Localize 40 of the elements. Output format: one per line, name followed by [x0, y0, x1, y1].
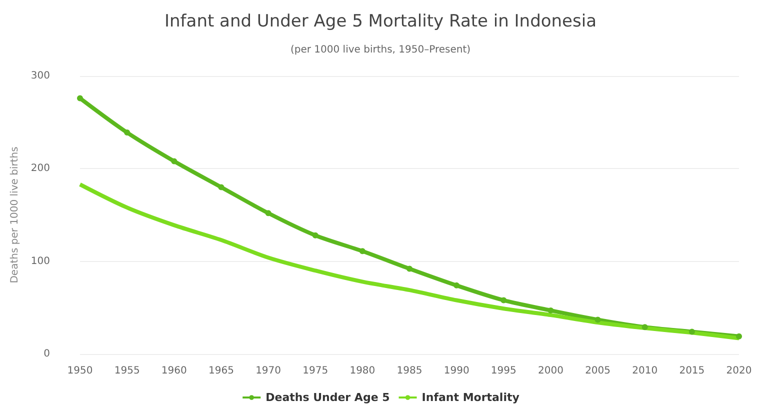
y-tick-label: 300 [30, 70, 50, 82]
legend-label: Infant Mortality [422, 391, 520, 404]
x-tick-label: 1985 [396, 366, 422, 376]
point [171, 158, 178, 164]
legend-label: Deaths Under Age 5 [266, 391, 390, 404]
point [642, 324, 648, 330]
x-tick-label: 1965 [208, 366, 234, 376]
point [406, 266, 412, 272]
x-tick-label: 2020 [726, 366, 752, 376]
y-tick-label: 0 [44, 348, 50, 360]
chart-title: Infant and Under Age 5 Mortality Rate in Indonesia [164, 12, 596, 32]
point [736, 333, 742, 340]
point [265, 210, 272, 216]
point [500, 297, 507, 304]
point [548, 307, 554, 314]
point [359, 248, 366, 254]
chart-subtitle: (per 1000 live births, 1950–Present) [290, 44, 471, 56]
point [312, 232, 318, 238]
x-tick-label: 1950 [67, 366, 93, 376]
x-tick-label: 1975 [302, 366, 328, 376]
line-series [78, 182, 741, 340]
x-tick-label: 2005 [585, 366, 611, 376]
x-tick-label: 1990 [444, 366, 470, 376]
x-tick-label: 2015 [679, 366, 705, 376]
x-tick-label: 1970 [256, 366, 282, 376]
point [594, 316, 601, 323]
point [124, 130, 130, 136]
x-tick-label: 1955 [114, 366, 140, 376]
y-tick-label: 200 [30, 163, 50, 174]
point [454, 282, 460, 288]
x-tick-label: 1980 [350, 366, 376, 376]
x-tick-label: 1995 [490, 366, 516, 376]
point [77, 95, 83, 102]
x-tick-label: 1960 [161, 366, 187, 376]
x-tick-label: 2010 [632, 366, 658, 376]
y-tick-label: 100 [30, 256, 50, 267]
y-axis-title: Deaths per 1000 live births [10, 146, 21, 284]
point [688, 328, 695, 335]
point [218, 184, 224, 190]
x-tick-label: 2000 [538, 366, 564, 376]
